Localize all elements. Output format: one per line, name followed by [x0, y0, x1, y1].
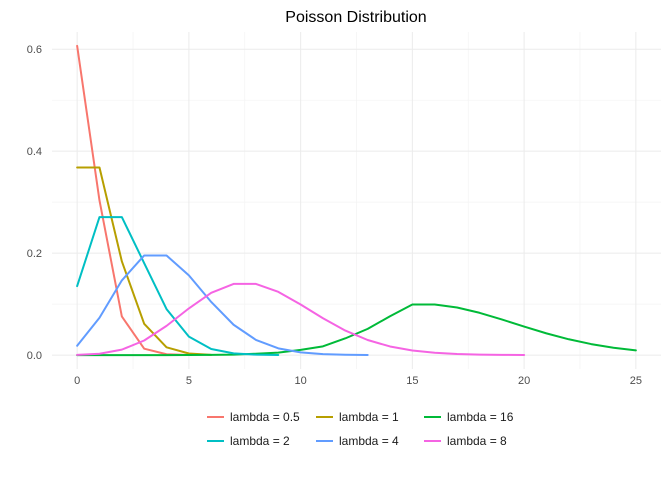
series-line: [76, 282, 526, 356]
legend-label: lambda = 2: [230, 434, 290, 448]
y-tick-label: 0.2: [27, 248, 42, 260]
series-line: [76, 216, 280, 356]
series-line: [76, 303, 637, 357]
series-lines: [76, 44, 637, 357]
x-tick-label: 15: [406, 375, 418, 387]
y-tick-label: 0.0: [27, 350, 42, 362]
legend-label: lambda = 0.5: [230, 410, 300, 424]
x-tick-label: 0: [74, 375, 80, 387]
x-tick-label: 25: [630, 375, 642, 387]
legend-label: lambda = 8: [447, 434, 507, 448]
legend-label: lambda = 1: [339, 410, 399, 424]
x-tick-label: 5: [186, 375, 192, 387]
series-line: [76, 166, 213, 356]
legend: lambda = 0.5 lambda = 1 lambda = 16 lambda …: [207, 410, 514, 448]
x-tick-label: 10: [295, 375, 307, 387]
axis-tick-labels: 0 5 10 15 20 25 0.0 0.2 0.4 0.6: [27, 44, 642, 387]
grid: [52, 32, 661, 369]
series-line: [76, 254, 369, 356]
chart-title: Poisson Distribution: [285, 9, 426, 26]
legend-label: lambda = 4: [339, 434, 399, 448]
x-tick-label: 20: [518, 375, 530, 387]
y-tick-label: 0.6: [27, 44, 42, 56]
y-tick-label: 0.4: [27, 146, 42, 158]
legend-label: lambda = 16: [447, 410, 514, 424]
